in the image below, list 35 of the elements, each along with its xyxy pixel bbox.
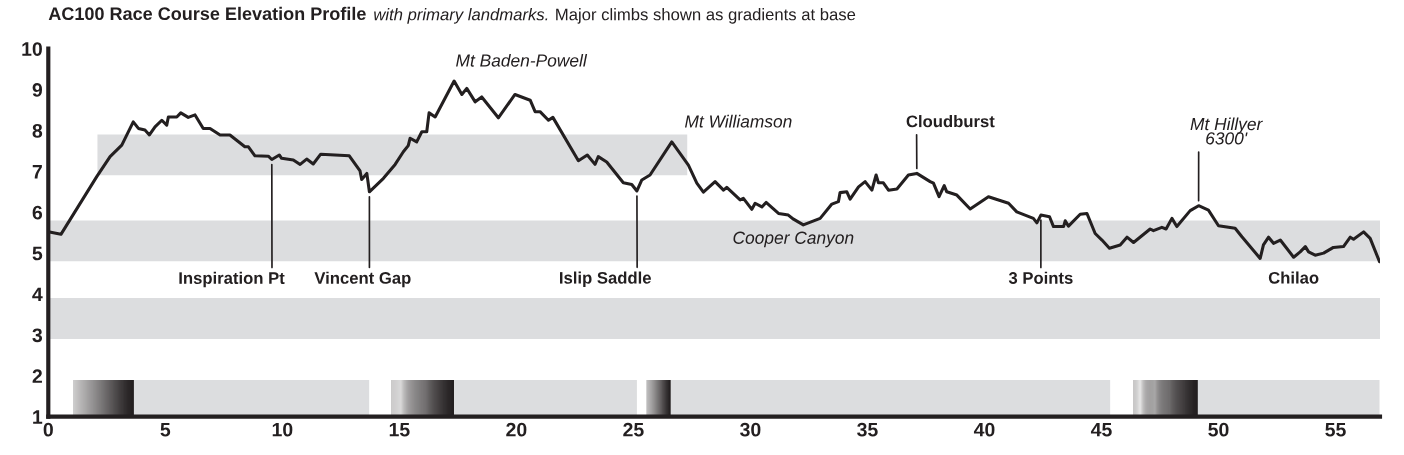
- annotation: Vincent Gap: [314, 271, 411, 288]
- annotation: 3 Points: [1008, 271, 1073, 284]
- x-tick-label: 25: [623, 422, 644, 437]
- x-tick-label: 35: [857, 422, 878, 437]
- x-tick-label: 55: [1325, 422, 1346, 437]
- text: Major climbs shown as gradients at base: [556, 8, 856, 24]
- annotation: Cloudburst: [906, 115, 995, 128]
- x-tick-label: 45: [1090, 422, 1112, 437]
- annotation: Mt Baden-Powell: [456, 53, 588, 67]
- x-tick-label: 0: [43, 422, 53, 437]
- y-tick-label: 4: [32, 287, 43, 302]
- annotation: Mt Williamson: [684, 114, 792, 128]
- y-tick-label: 7: [32, 165, 42, 179]
- annotation: Mt Hillyer 6300': [1190, 117, 1263, 145]
- annotation: Chilao: [1268, 271, 1319, 284]
- annotation: Islip Saddle: [560, 271, 651, 288]
- annotation: Inspiration Pt: [179, 271, 285, 288]
- x-tick-label: 10: [272, 422, 293, 437]
- y-tick-label: 8: [32, 123, 43, 138]
- x-tick-label: 5: [160, 422, 171, 437]
- x-tick-label: 30: [740, 422, 761, 437]
- x-tick-label: 50: [1208, 422, 1229, 437]
- y-tick-label: 1: [33, 410, 43, 424]
- chart-subtitle: with primary landmarks.: [374, 8, 548, 24]
- y-tick-label: 5: [32, 246, 43, 261]
- y-tick-label: 9: [32, 83, 43, 97]
- x-tick-label: 15: [389, 422, 410, 437]
- chart-title: AC100 Race Course Elevation Profile: [48, 6, 366, 21]
- x-tick-label: 40: [973, 422, 995, 437]
- annotation: Cooper Canyon: [733, 231, 854, 248]
- y-tick-label: 2: [32, 369, 42, 383]
- y-tick-label: 3: [32, 328, 43, 343]
- y-tick-label: 10: [22, 42, 42, 56]
- x-tick-label: 20: [506, 422, 527, 437]
- y-tick-label: 6: [32, 205, 43, 220]
